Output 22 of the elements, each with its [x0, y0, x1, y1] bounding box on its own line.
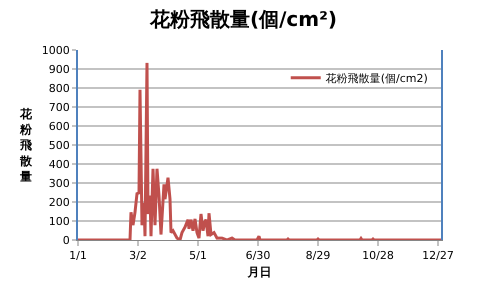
- chart-title: 花粉飛散量(個/cm²): [148, 6, 338, 31]
- y-tick-label: 600: [48, 120, 70, 133]
- y-tick-label: 900: [48, 62, 70, 76]
- y-axis-title: 花粉飛散量: [19, 107, 33, 184]
- y-tick-label: 200: [48, 196, 70, 209]
- x-axis-title: 月日: [246, 265, 272, 280]
- x-tick-label: 10/28: [362, 249, 394, 262]
- x-tick-label: 8/29: [306, 249, 330, 262]
- y-tick-label: 700: [48, 100, 70, 114]
- x-tick-label: 1/1: [69, 249, 87, 262]
- x-tick-label: 12/27: [422, 249, 454, 262]
- y-tick-label: 0: [62, 234, 70, 247]
- y-tick-label: 300: [48, 176, 70, 190]
- legend-label: 花粉飛散量(個/cm2): [326, 72, 428, 86]
- y-tick-label: 100: [48, 214, 70, 228]
- y-tick-label: 800: [48, 82, 70, 95]
- y-tick-label: 500: [48, 138, 70, 152]
- x-tick-label: 3/2: [129, 249, 147, 262]
- x-tick-label: 6/30: [246, 249, 270, 262]
- x-tick-label: 5/1: [189, 249, 207, 262]
- y-tick-label: 400: [48, 158, 70, 171]
- y-tick-label: 1000: [42, 44, 70, 57]
